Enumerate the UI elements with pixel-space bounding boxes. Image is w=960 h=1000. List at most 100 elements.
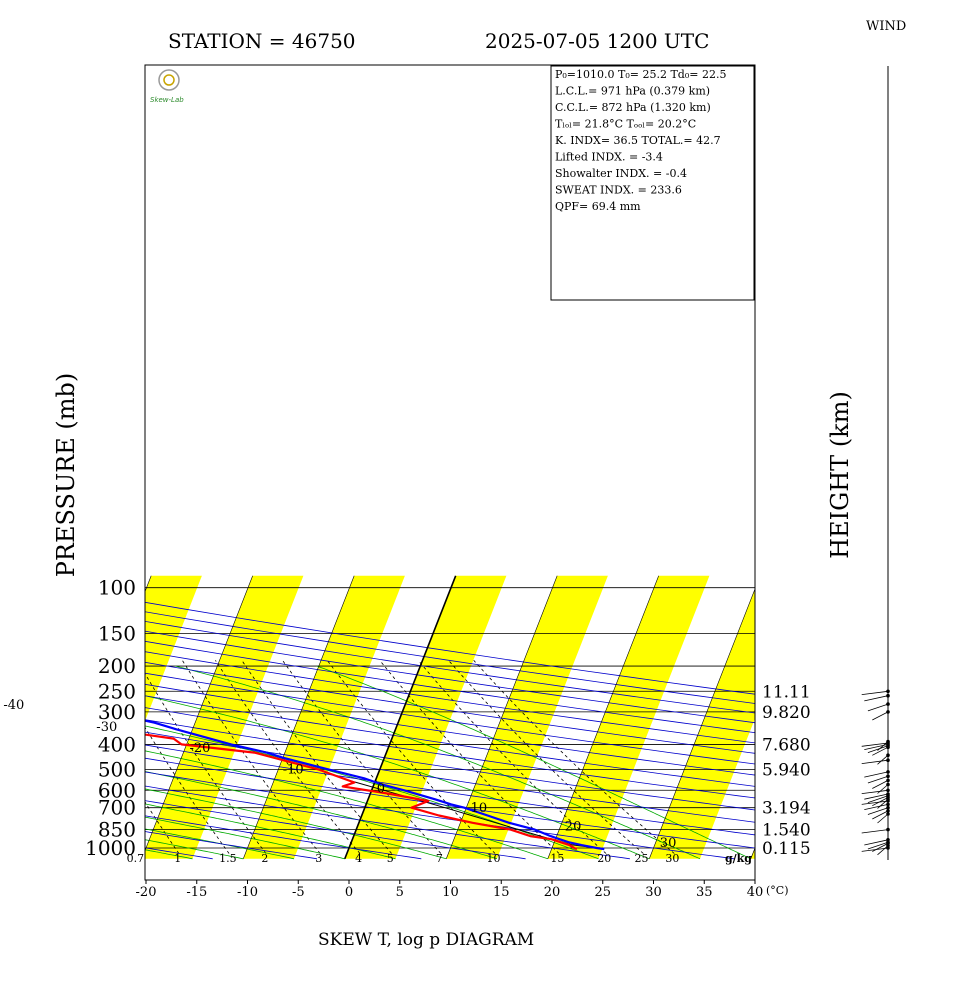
wind-barb bbox=[872, 711, 889, 721]
isotherm-label: 20 bbox=[565, 820, 582, 835]
pressure-tick: 700 bbox=[98, 796, 136, 820]
dry-adiabat bbox=[145, 630, 755, 724]
temperature-tick: 40 bbox=[747, 885, 764, 900]
indices-line: K. INDX= 36.5 TOTAL.= 42.7 bbox=[555, 134, 721, 147]
dry-adiabat bbox=[145, 771, 735, 860]
wind-label: WIND bbox=[866, 19, 906, 34]
dry-adiabat bbox=[145, 640, 755, 734]
mixing-unit-label: g/kg bbox=[725, 852, 752, 865]
dry-adiabat bbox=[145, 785, 630, 860]
wind-barb bbox=[861, 789, 889, 794]
wind-barb bbox=[861, 742, 889, 747]
wind-profile bbox=[861, 66, 890, 860]
wind-barb bbox=[867, 745, 889, 753]
mixing-ratio-label: 2 bbox=[261, 852, 268, 865]
moist-adiabat bbox=[145, 803, 396, 860]
temperature-tick: -10 bbox=[237, 885, 258, 900]
mixing-ratio-line bbox=[145, 672, 267, 854]
mixing-ratio-line bbox=[326, 660, 496, 854]
wind-barb bbox=[867, 775, 889, 784]
wind-barb bbox=[872, 810, 889, 820]
indices-line: QPF= 69.4 mm bbox=[555, 200, 641, 213]
isotherm-label: -40 bbox=[3, 698, 24, 713]
pressure-tick: 150 bbox=[98, 622, 136, 646]
indices-line: L.C.L.= 971 hPa (0.379 km) bbox=[555, 85, 710, 98]
dry-adiabat bbox=[145, 707, 755, 799]
band bbox=[547, 575, 710, 859]
mixing-ratio-label: 0.7 bbox=[127, 852, 145, 865]
indices-line: SWEAT INDX. = 233.6 bbox=[555, 184, 682, 197]
wind-barb bbox=[861, 847, 889, 852]
wind-barb bbox=[872, 780, 889, 789]
dry-adiabat bbox=[145, 611, 755, 704]
wind-barb bbox=[864, 793, 889, 800]
mixing-ratio-line bbox=[145, 726, 230, 854]
wind-barb bbox=[867, 841, 889, 850]
dewpoint-trace bbox=[145, 733, 578, 851]
height-tick: 11.11 bbox=[762, 682, 811, 702]
dry-adiabat bbox=[145, 800, 526, 860]
wind-barb bbox=[864, 744, 889, 750]
mixing-ratio-label: 30 bbox=[665, 852, 679, 865]
indices-line: Tₗₒₗ= 21.8°C Tₒₒₗ= 20.2°C bbox=[555, 118, 696, 131]
height-tick: 7.680 bbox=[762, 735, 811, 755]
wind-barb bbox=[861, 759, 889, 764]
wind-barb bbox=[864, 839, 889, 846]
datetime-label: 2025-07-05 1200 UTC bbox=[485, 29, 709, 53]
indices-line: C.C.L.= 872 hPa (1.320 km) bbox=[555, 101, 711, 114]
isotherm-line bbox=[0, 576, 50, 859]
pressure-tick: 500 bbox=[98, 758, 136, 782]
band bbox=[145, 575, 202, 722]
height-tick: 3.194 bbox=[762, 799, 811, 819]
band bbox=[243, 575, 405, 859]
mixing-ratio-label: 7 bbox=[436, 852, 443, 865]
mixing-ratio-label: 25 bbox=[635, 852, 649, 865]
moist-adiabat bbox=[316, 665, 751, 860]
indices-line: Lifted INDX. = -3.4 bbox=[555, 151, 663, 164]
isotherm-label: 0 bbox=[377, 781, 385, 796]
wind-barb bbox=[872, 843, 889, 852]
wind-barb bbox=[872, 797, 889, 807]
logo-seal-icon bbox=[158, 69, 180, 91]
temperature-tick: 25 bbox=[595, 885, 612, 900]
wind-barb bbox=[867, 807, 889, 815]
isotherm-label: -30 bbox=[96, 720, 117, 735]
temperature-tick: 20 bbox=[544, 885, 561, 900]
dry-adiabat bbox=[0, 576, 108, 859]
isotherm-line bbox=[145, 575, 253, 852]
height-tick: 1.540 bbox=[762, 821, 811, 841]
dry-adiabat bbox=[145, 651, 755, 744]
moist-adiabat bbox=[145, 839, 244, 860]
temperature-tick: 35 bbox=[696, 885, 713, 900]
indices-box: P₀=1010.0 T₀= 25.2 Td₀= 22.5 L.C.L.= 971 … bbox=[550, 65, 755, 301]
wind-barb bbox=[867, 795, 889, 803]
band bbox=[145, 575, 304, 859]
isotherm-label: -20 bbox=[190, 741, 211, 756]
indices-line: Showalter INDX. = -0.4 bbox=[555, 167, 687, 180]
temperature-tick: -15 bbox=[186, 885, 207, 900]
dry-adiabat bbox=[145, 683, 755, 776]
chart-title: SKEW T, log p DIAGRAM bbox=[318, 930, 534, 950]
mixing-ratio-line bbox=[473, 660, 675, 854]
temperature-tick: 0 bbox=[345, 885, 353, 900]
height-tick: 9.820 bbox=[762, 703, 811, 723]
wind-barb bbox=[861, 690, 889, 695]
mixing-ratio-label: 20 bbox=[597, 852, 611, 865]
pressure-tick: 600 bbox=[98, 778, 136, 802]
pressure-tick: 300 bbox=[98, 700, 136, 724]
height-tick: 0.115 bbox=[762, 839, 811, 859]
isotherm-line bbox=[242, 575, 355, 859]
band bbox=[344, 575, 507, 859]
pressure-tick: 400 bbox=[98, 732, 136, 756]
logo-text: Skew-Lab bbox=[150, 96, 184, 104]
moist-adiabat bbox=[145, 725, 599, 860]
dry-adiabat bbox=[145, 620, 755, 714]
temperature-tick-labels: -20 -15 -10 -5 0 5 10 15 20 25 30 35 40 bbox=[136, 880, 764, 900]
isotherm-label: 10 bbox=[471, 801, 488, 816]
logo: Skew-Lab bbox=[150, 69, 184, 104]
temperature-tick: 15 bbox=[493, 885, 510, 900]
dry-adiabat bbox=[145, 757, 755, 849]
mixing-ratio-line bbox=[417, 660, 607, 854]
